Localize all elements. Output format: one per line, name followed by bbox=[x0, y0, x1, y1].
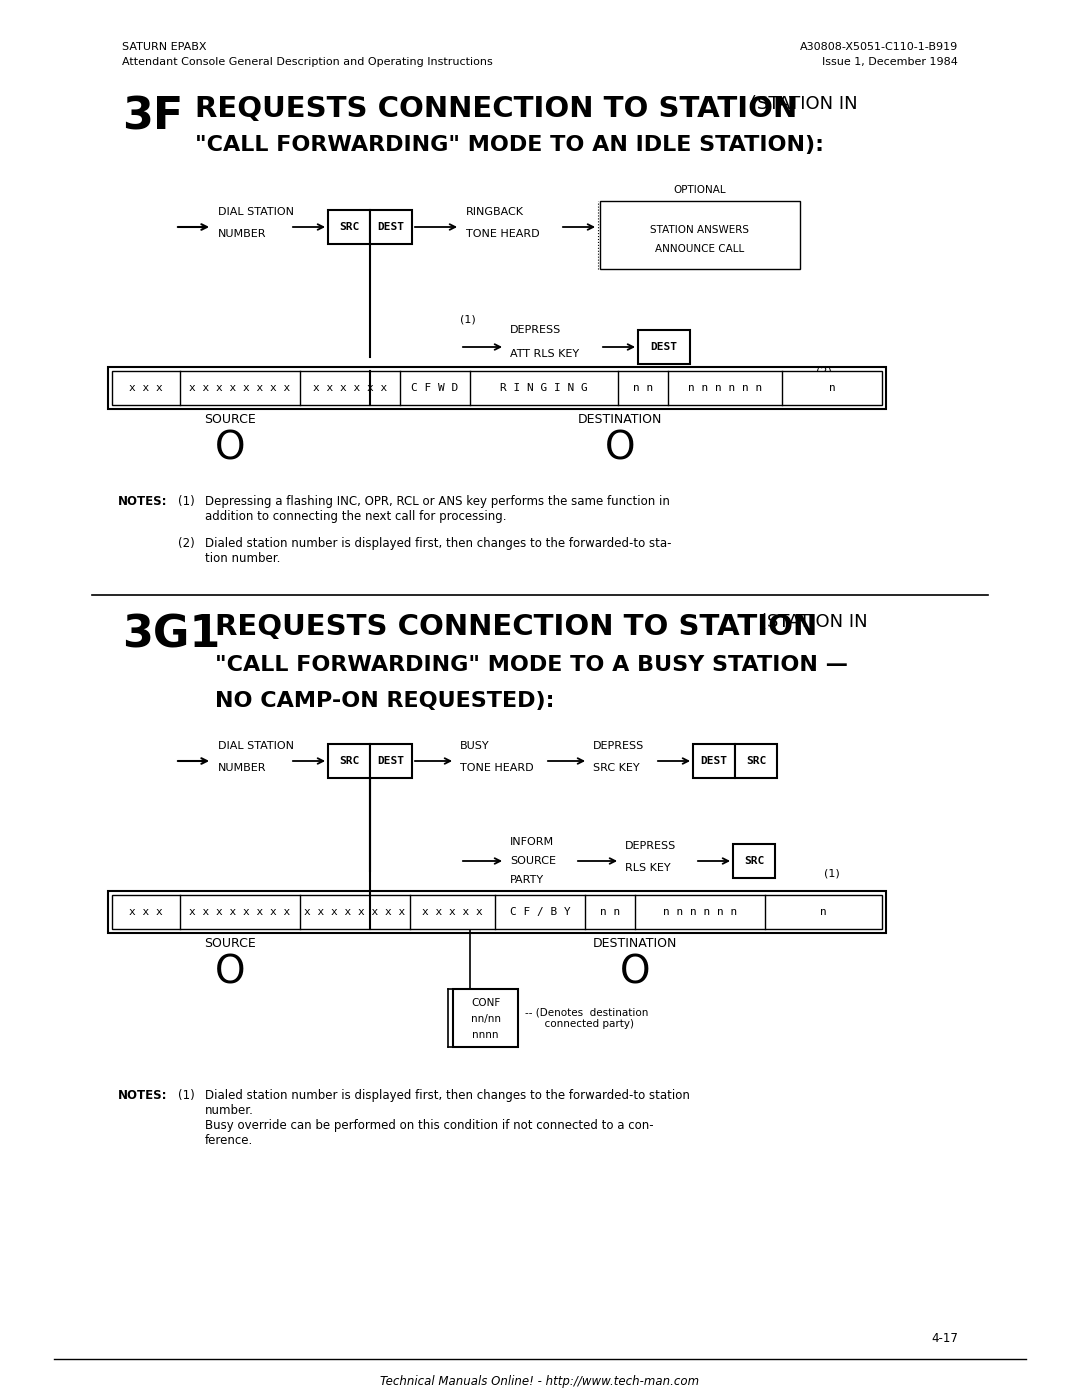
Text: SRC: SRC bbox=[746, 756, 766, 766]
Bar bbox=[108, 891, 886, 933]
Text: SATURN EPABX: SATURN EPABX bbox=[122, 42, 206, 52]
Text: Issue 1, December 1984: Issue 1, December 1984 bbox=[822, 57, 958, 67]
Text: SRC: SRC bbox=[339, 756, 360, 766]
Text: DESTINATION: DESTINATION bbox=[578, 414, 662, 426]
Text: nn/nn: nn/nn bbox=[471, 1014, 500, 1024]
Text: Attendant Console General Description and Operating Instructions: Attendant Console General Description an… bbox=[122, 57, 492, 67]
Text: SOURCE: SOURCE bbox=[204, 414, 256, 426]
Text: DEST: DEST bbox=[650, 342, 677, 352]
Text: O: O bbox=[215, 430, 245, 468]
Text: R I N G I N G: R I N G I N G bbox=[500, 383, 588, 393]
Text: x x x x x x: x x x x x x bbox=[313, 383, 387, 393]
Text: OPTIONAL: OPTIONAL bbox=[674, 184, 727, 196]
Text: REQUESTS CONNECTION TO STATION: REQUESTS CONNECTION TO STATION bbox=[215, 613, 818, 641]
Text: (2): (2) bbox=[816, 367, 832, 377]
Text: -- (Denotes  destination
      connected party): -- (Denotes destination connected party) bbox=[525, 1007, 648, 1028]
Bar bbox=[112, 895, 882, 929]
Text: DEPRESS: DEPRESS bbox=[593, 740, 645, 752]
Text: CONF: CONF bbox=[471, 999, 500, 1009]
Text: SOURCE: SOURCE bbox=[510, 856, 556, 866]
Text: SOURCE: SOURCE bbox=[204, 937, 256, 950]
Text: PARTY: PARTY bbox=[510, 875, 544, 886]
Text: Dialed station number is displayed first, then changes to the forwarded-to sta-
: Dialed station number is displayed first… bbox=[205, 536, 672, 564]
Text: RLS KEY: RLS KEY bbox=[625, 863, 671, 873]
Text: REQUESTS CONNECTION TO STATION: REQUESTS CONNECTION TO STATION bbox=[195, 95, 797, 123]
Text: DESTINATION: DESTINATION bbox=[593, 937, 677, 950]
Text: TONE HEARD: TONE HEARD bbox=[460, 763, 534, 773]
Text: (1): (1) bbox=[460, 314, 476, 326]
Text: NUMBER: NUMBER bbox=[218, 229, 267, 239]
Text: O: O bbox=[215, 954, 245, 992]
Text: n: n bbox=[820, 907, 827, 916]
Bar bbox=[328, 745, 370, 778]
Text: C F W D: C F W D bbox=[411, 383, 459, 393]
Text: 4-17: 4-17 bbox=[931, 1331, 958, 1345]
Text: A30808-X5051-C110-1-B919: A30808-X5051-C110-1-B919 bbox=[800, 42, 958, 52]
Bar bbox=[112, 372, 882, 405]
Bar bbox=[453, 989, 518, 1046]
Text: INFORM: INFORM bbox=[510, 837, 554, 847]
Text: TONE HEARD: TONE HEARD bbox=[465, 229, 540, 239]
Text: NUMBER: NUMBER bbox=[218, 763, 267, 773]
Text: C F / B Y: C F / B Y bbox=[510, 907, 570, 916]
Bar bbox=[370, 210, 411, 244]
Bar bbox=[108, 367, 886, 409]
Text: (STATION IN: (STATION IN bbox=[750, 95, 858, 113]
Text: (STATION IN: (STATION IN bbox=[760, 613, 867, 631]
Text: n n: n n bbox=[599, 907, 620, 916]
Text: Dialed station number is displayed first, then changes to the forwarded-to stati: Dialed station number is displayed first… bbox=[205, 1090, 690, 1147]
Text: NOTES:: NOTES: bbox=[118, 495, 167, 509]
Bar bbox=[328, 210, 370, 244]
Text: (2): (2) bbox=[178, 536, 194, 550]
Text: 3G1: 3G1 bbox=[122, 613, 220, 657]
Text: DEST: DEST bbox=[701, 756, 728, 766]
Text: RINGBACK: RINGBACK bbox=[465, 207, 524, 217]
Text: x x x x x x x x: x x x x x x x x bbox=[305, 907, 406, 916]
Bar bbox=[638, 330, 690, 365]
Text: BUSY: BUSY bbox=[460, 740, 489, 752]
Bar bbox=[735, 745, 777, 778]
Text: SRC KEY: SRC KEY bbox=[593, 763, 639, 773]
Text: SRC: SRC bbox=[744, 856, 765, 866]
Bar bbox=[370, 745, 411, 778]
Text: STATION ANSWERS: STATION ANSWERS bbox=[650, 225, 750, 235]
Text: n n n n n n: n n n n n n bbox=[688, 383, 762, 393]
Text: Depressing a flashing INC, OPR, RCL or ANS key performs the same function in
add: Depressing a flashing INC, OPR, RCL or A… bbox=[205, 495, 670, 522]
Text: SRC: SRC bbox=[339, 222, 360, 232]
Text: DEPRESS: DEPRESS bbox=[625, 841, 676, 851]
Text: Technical Manuals Online! - http://www.tech-man.com: Technical Manuals Online! - http://www.t… bbox=[380, 1375, 700, 1389]
Bar bbox=[693, 745, 735, 778]
Text: (1): (1) bbox=[178, 1090, 194, 1102]
Text: 3F: 3F bbox=[122, 95, 184, 138]
Text: x x x: x x x bbox=[130, 907, 163, 916]
Text: O: O bbox=[620, 954, 650, 992]
Text: NOTES:: NOTES: bbox=[118, 1090, 167, 1102]
Text: ATT RLS KEY: ATT RLS KEY bbox=[510, 349, 579, 359]
Text: DEPRESS: DEPRESS bbox=[510, 326, 562, 335]
Text: x x x x x: x x x x x bbox=[422, 907, 483, 916]
Text: DEST: DEST bbox=[378, 756, 405, 766]
Text: (1): (1) bbox=[178, 495, 194, 509]
Text: ANNOUNCE CALL: ANNOUNCE CALL bbox=[656, 244, 744, 254]
Text: n n: n n bbox=[633, 383, 653, 393]
Text: (1): (1) bbox=[824, 869, 840, 879]
Text: x x x x x x x x: x x x x x x x x bbox=[189, 907, 291, 916]
Text: DEST: DEST bbox=[378, 222, 405, 232]
Text: n: n bbox=[828, 383, 835, 393]
Text: DIAL STATION: DIAL STATION bbox=[218, 207, 294, 217]
Text: x x x: x x x bbox=[130, 383, 163, 393]
Bar bbox=[733, 844, 775, 877]
Text: DIAL STATION: DIAL STATION bbox=[218, 740, 294, 752]
Text: n n n n n n: n n n n n n bbox=[663, 907, 738, 916]
Text: NO CAMP-ON REQUESTED):: NO CAMP-ON REQUESTED): bbox=[215, 692, 554, 711]
Text: "CALL FORWARDING" MODE TO AN IDLE STATION):: "CALL FORWARDING" MODE TO AN IDLE STATIO… bbox=[195, 136, 824, 155]
Text: x x x x x x x x: x x x x x x x x bbox=[189, 383, 291, 393]
Text: O: O bbox=[605, 430, 635, 468]
Text: nnnn: nnnn bbox=[472, 1031, 499, 1041]
Text: "CALL FORWARDING" MODE TO A BUSY STATION —: "CALL FORWARDING" MODE TO A BUSY STATION… bbox=[215, 655, 848, 675]
Bar bbox=[600, 201, 800, 270]
